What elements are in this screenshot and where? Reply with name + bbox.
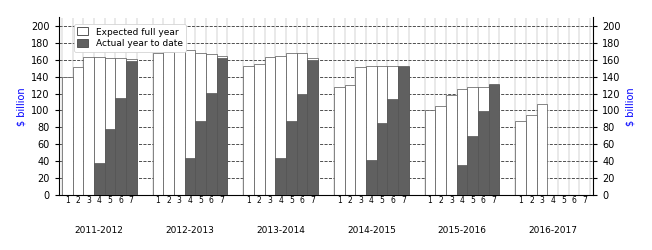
Bar bbox=[478, 87, 489, 195]
Bar bbox=[345, 85, 355, 195]
Bar bbox=[424, 110, 436, 195]
Bar bbox=[286, 120, 297, 195]
Bar bbox=[489, 84, 499, 195]
Bar bbox=[478, 111, 489, 195]
Bar bbox=[366, 66, 377, 195]
Bar bbox=[537, 104, 548, 195]
Bar bbox=[254, 64, 265, 195]
Bar bbox=[126, 62, 136, 195]
Bar bbox=[104, 129, 115, 195]
Text: 2012-2013: 2012-2013 bbox=[166, 226, 215, 234]
Bar bbox=[307, 58, 318, 195]
Text: 2014-2015: 2014-2015 bbox=[347, 226, 396, 234]
Bar bbox=[456, 166, 467, 195]
Bar bbox=[307, 60, 318, 195]
Bar bbox=[366, 160, 377, 195]
Bar bbox=[174, 44, 185, 195]
Bar bbox=[456, 89, 467, 195]
Bar bbox=[115, 98, 126, 195]
Bar bbox=[153, 53, 163, 195]
Bar bbox=[297, 94, 307, 195]
Y-axis label: $ billion: $ billion bbox=[17, 87, 27, 126]
Bar bbox=[206, 54, 216, 195]
Text: 2016-2017: 2016-2017 bbox=[528, 226, 577, 234]
Bar bbox=[387, 66, 398, 195]
Y-axis label: $ billion: $ billion bbox=[625, 87, 635, 126]
Bar bbox=[516, 120, 526, 195]
Bar bbox=[489, 85, 499, 195]
Bar bbox=[126, 59, 136, 195]
Bar bbox=[94, 163, 104, 195]
Bar bbox=[387, 99, 398, 195]
Bar bbox=[196, 120, 206, 195]
Bar bbox=[446, 95, 456, 195]
Bar bbox=[286, 53, 297, 195]
Bar bbox=[185, 50, 196, 195]
Bar bbox=[62, 77, 72, 195]
Bar bbox=[275, 158, 286, 195]
Text: 2013-2014: 2013-2014 bbox=[256, 226, 305, 234]
Bar bbox=[83, 57, 94, 195]
Bar bbox=[206, 93, 216, 195]
Bar bbox=[377, 66, 387, 195]
Bar bbox=[265, 57, 275, 195]
Bar bbox=[163, 52, 174, 195]
Text: 2011-2012: 2011-2012 bbox=[75, 226, 124, 234]
Bar bbox=[398, 66, 409, 195]
Bar bbox=[467, 87, 478, 195]
Bar bbox=[355, 66, 366, 195]
Bar bbox=[72, 66, 83, 195]
Legend: Expected full year, Actual year to date: Expected full year, Actual year to date bbox=[74, 24, 186, 52]
Bar bbox=[185, 158, 196, 195]
Bar bbox=[334, 87, 345, 195]
Bar bbox=[526, 115, 537, 195]
Bar bbox=[115, 58, 126, 195]
Bar bbox=[196, 53, 206, 195]
Bar bbox=[275, 56, 286, 195]
Text: 2015-2016: 2015-2016 bbox=[437, 226, 486, 234]
Bar bbox=[377, 123, 387, 195]
Bar bbox=[297, 53, 307, 195]
Bar bbox=[467, 136, 478, 195]
Bar bbox=[216, 58, 228, 195]
Bar bbox=[94, 57, 104, 195]
Bar bbox=[216, 56, 228, 195]
Bar bbox=[436, 106, 446, 195]
Bar bbox=[243, 66, 254, 195]
Bar bbox=[398, 66, 409, 195]
Bar bbox=[104, 58, 115, 195]
